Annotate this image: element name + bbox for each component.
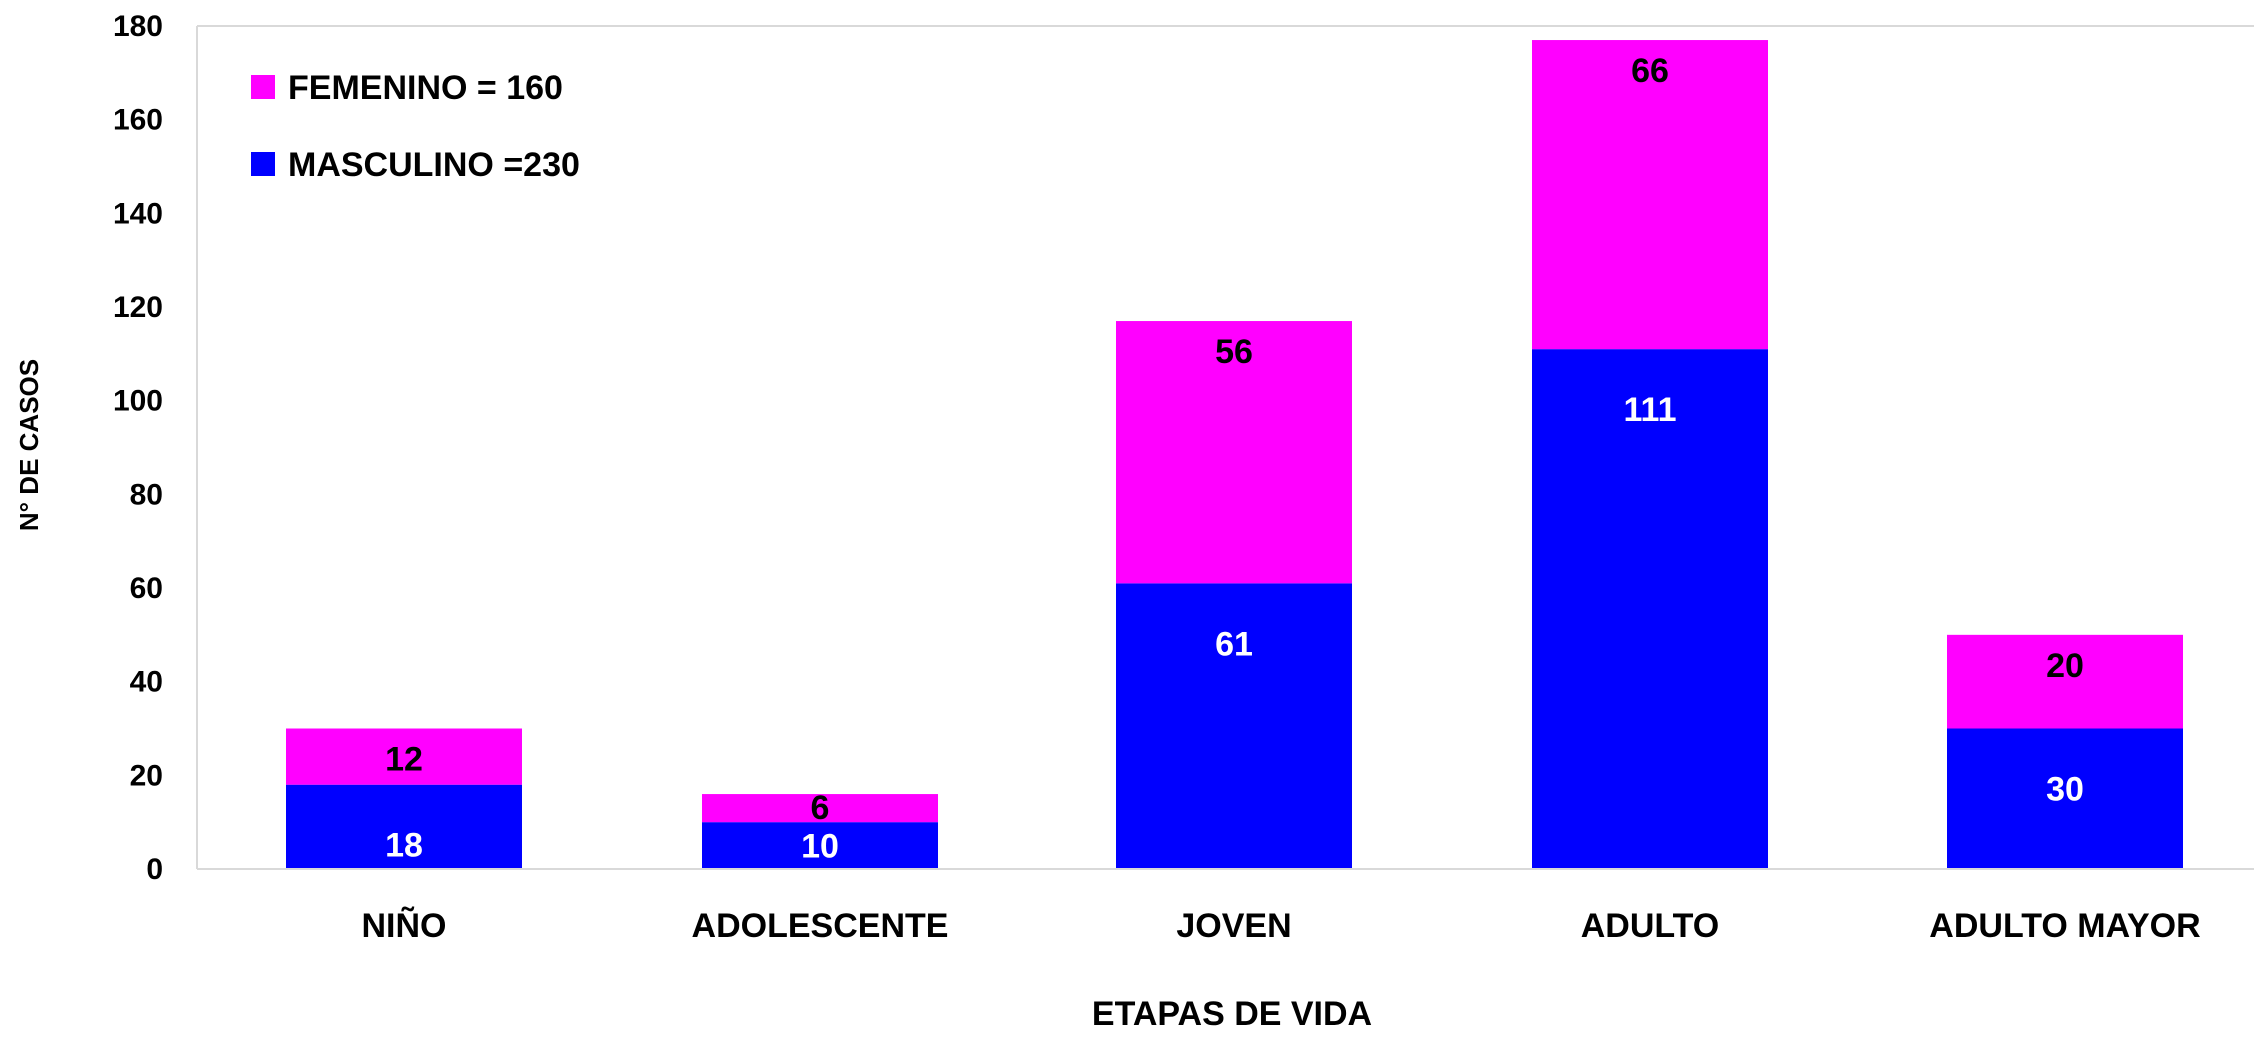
bar-segment-femenino — [1532, 40, 1768, 350]
data-label-femenino: 6 — [811, 789, 830, 827]
bars — [286, 40, 2183, 869]
y-tick-label: 100 — [113, 385, 163, 418]
bar-segment-masculino — [1116, 583, 1352, 869]
legend-swatch-femenino — [251, 75, 275, 99]
y-axis-ticks: 0 20 40 60 80 100 120 140 160 180 — [113, 10, 163, 886]
x-tick-label: ADULTO — [1581, 907, 1720, 945]
y-tick-label: 20 — [130, 759, 163, 792]
x-tick-label: NIÑO — [362, 907, 447, 945]
legend-label-masculino: MASCULINO =230 — [288, 146, 580, 184]
x-axis-ticks: NIÑO ADOLESCENTE JOVEN ADULTO ADULTO MAYOR — [362, 907, 2201, 945]
legend-label-femenino: FEMENINO = 160 — [288, 69, 563, 107]
data-label-femenino: 20 — [2046, 647, 2084, 685]
data-label-masculino: 61 — [1215, 625, 1253, 663]
x-axis-title: ETAPAS DE VIDA — [1092, 995, 1372, 1033]
bar-segment-masculino — [286, 784, 522, 869]
y-tick-label: 120 — [113, 291, 163, 324]
y-tick-label: 0 — [146, 853, 163, 886]
data-label-masculino: 111 — [1624, 391, 1677, 429]
data-label-masculino: 18 — [385, 827, 423, 865]
y-tick-label: 80 — [130, 478, 163, 511]
data-label-masculino: 30 — [2046, 771, 2084, 809]
data-label-femenino: 66 — [1631, 52, 1669, 90]
data-label-masculino: 10 — [801, 828, 839, 866]
bar-segment-femenino — [702, 794, 938, 823]
bar-segment-femenino — [286, 728, 522, 785]
bar-segment-masculino — [702, 822, 938, 869]
x-tick-label: ADOLESCENTE — [692, 907, 949, 945]
legend: FEMENINO = 160 MASCULINO =230 — [251, 69, 580, 184]
y-tick-label: 180 — [113, 10, 163, 43]
y-tick-label: 160 — [113, 104, 163, 137]
bar-segment-femenino — [1116, 321, 1352, 584]
data-label-femenino: 12 — [385, 741, 423, 779]
y-tick-label: 60 — [130, 572, 163, 605]
y-axis-title: N° DE CASOS — [14, 359, 44, 531]
y-tick-label: 140 — [113, 197, 163, 230]
y-tick-label: 40 — [130, 666, 163, 699]
bar-segment-masculino — [1532, 349, 1768, 869]
bar-segment-masculino — [1947, 728, 2183, 869]
bar-data-labels: 18 12 106 61 56 111 66 30 20 — [385, 52, 2084, 866]
bar-segment-femenino — [1947, 634, 2183, 729]
x-tick-label: ADULTO MAYOR — [1929, 907, 2200, 945]
legend-swatch-masculino — [251, 152, 275, 176]
data-label-femenino: 56 — [1215, 333, 1253, 371]
x-tick-label: JOVEN — [1176, 907, 1291, 945]
axes — [196, 25, 2254, 870]
